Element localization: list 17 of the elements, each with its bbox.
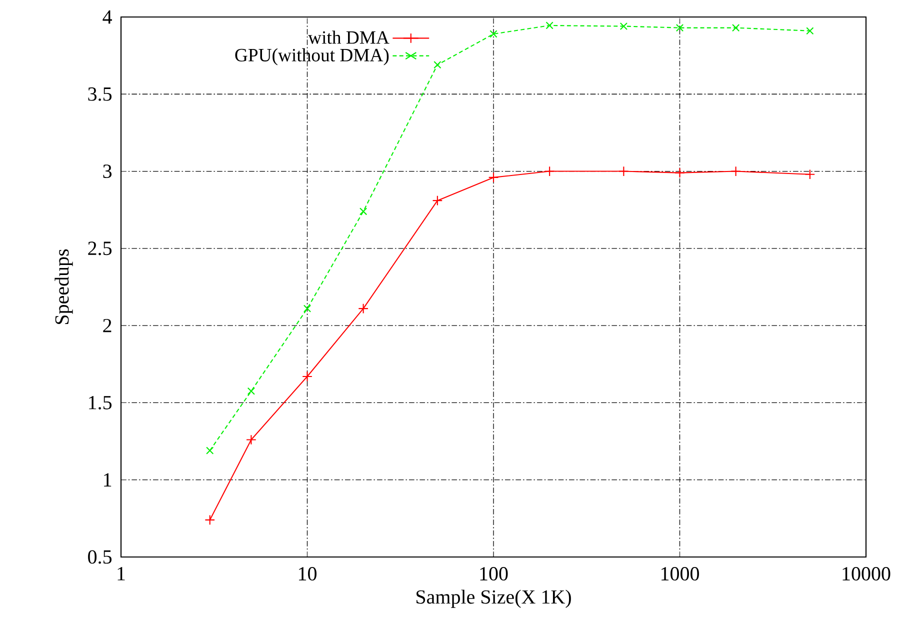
y-tick-label: 1.5	[89, 396, 112, 410]
y-tick-label: 0.5	[88, 550, 112, 564]
x-tick-label: 10	[299, 567, 316, 581]
x-tick-label: 1	[118, 567, 125, 580]
y-tick-label: 2.5	[88, 242, 112, 256]
legend-label: GPU(without DMA)	[235, 48, 389, 66]
y-tick-label: 3	[103, 164, 112, 178]
y-tick-label: 1	[104, 473, 112, 486]
x-tick-label: 10000	[842, 567, 890, 581]
y-axis-title: Speedups	[54, 249, 73, 324]
x-tick-label: 1000	[662, 567, 699, 581]
legend-label: with DMA	[308, 30, 390, 44]
x-axis-title: Sample Size(X 1K)	[416, 590, 571, 608]
y-tick-label: 4	[102, 10, 112, 24]
x-tick-label: 100	[480, 567, 508, 581]
y-tick-label: 2	[103, 318, 112, 332]
y-tick-label: 3.5	[88, 87, 112, 101]
